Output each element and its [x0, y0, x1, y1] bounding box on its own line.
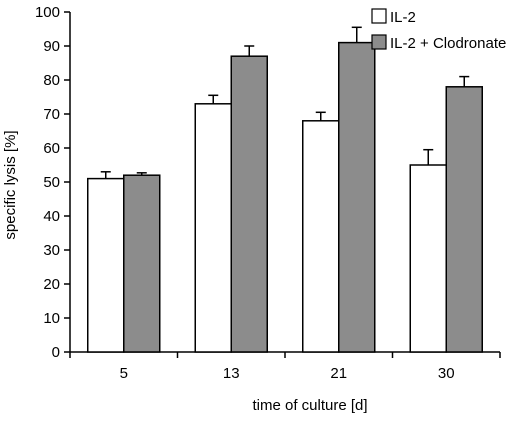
bars	[87, 26, 483, 353]
x-tick-label: 13	[223, 365, 240, 382]
y-tick-label: 70	[43, 106, 60, 123]
y-tick-label: 10	[43, 310, 60, 327]
x-axis: 5 13 21 30	[69, 351, 501, 382]
bar-il2-clodronate	[338, 41, 376, 353]
bar-il2-clodronate	[445, 86, 483, 353]
bar-il2	[87, 177, 125, 353]
x-tick-label: 5	[120, 365, 128, 382]
y-tick-label: 100	[35, 4, 60, 21]
y-tick-label: 20	[43, 276, 60, 293]
legend-swatch-il2	[371, 8, 387, 24]
y-tick-label: 0	[52, 344, 60, 361]
y-tick-label: 30	[43, 242, 60, 259]
bar-il2	[302, 120, 340, 353]
bar-il2-clodronate	[123, 174, 161, 353]
bar-il2	[409, 164, 447, 353]
y-tick-label: 50	[43, 174, 60, 191]
legend-swatch-il2-clodronate	[371, 34, 387, 50]
y-tick-label: 90	[43, 38, 60, 55]
x-tick-label: 21	[330, 365, 347, 382]
bar-il2-clodronate	[230, 55, 268, 353]
bar-il2	[194, 103, 232, 353]
y-axis: 0 10 20 30 40 50 60 70 80 90 100	[35, 4, 71, 361]
y-axis-label: specific lysis [%]	[2, 130, 19, 239]
legend-label-il2-clodronate: IL-2 + Clodronate	[390, 35, 506, 52]
legend: IL-2 IL-2 + Clodronate	[371, 8, 506, 52]
y-tick-label: 60	[43, 140, 60, 157]
x-tick-label: 30	[438, 365, 455, 382]
legend-label-il2: IL-2	[390, 9, 416, 26]
x-axis-label: time of culture [d]	[252, 397, 367, 414]
y-tick-label: 40	[43, 208, 60, 225]
y-tick-label: 80	[43, 72, 60, 89]
